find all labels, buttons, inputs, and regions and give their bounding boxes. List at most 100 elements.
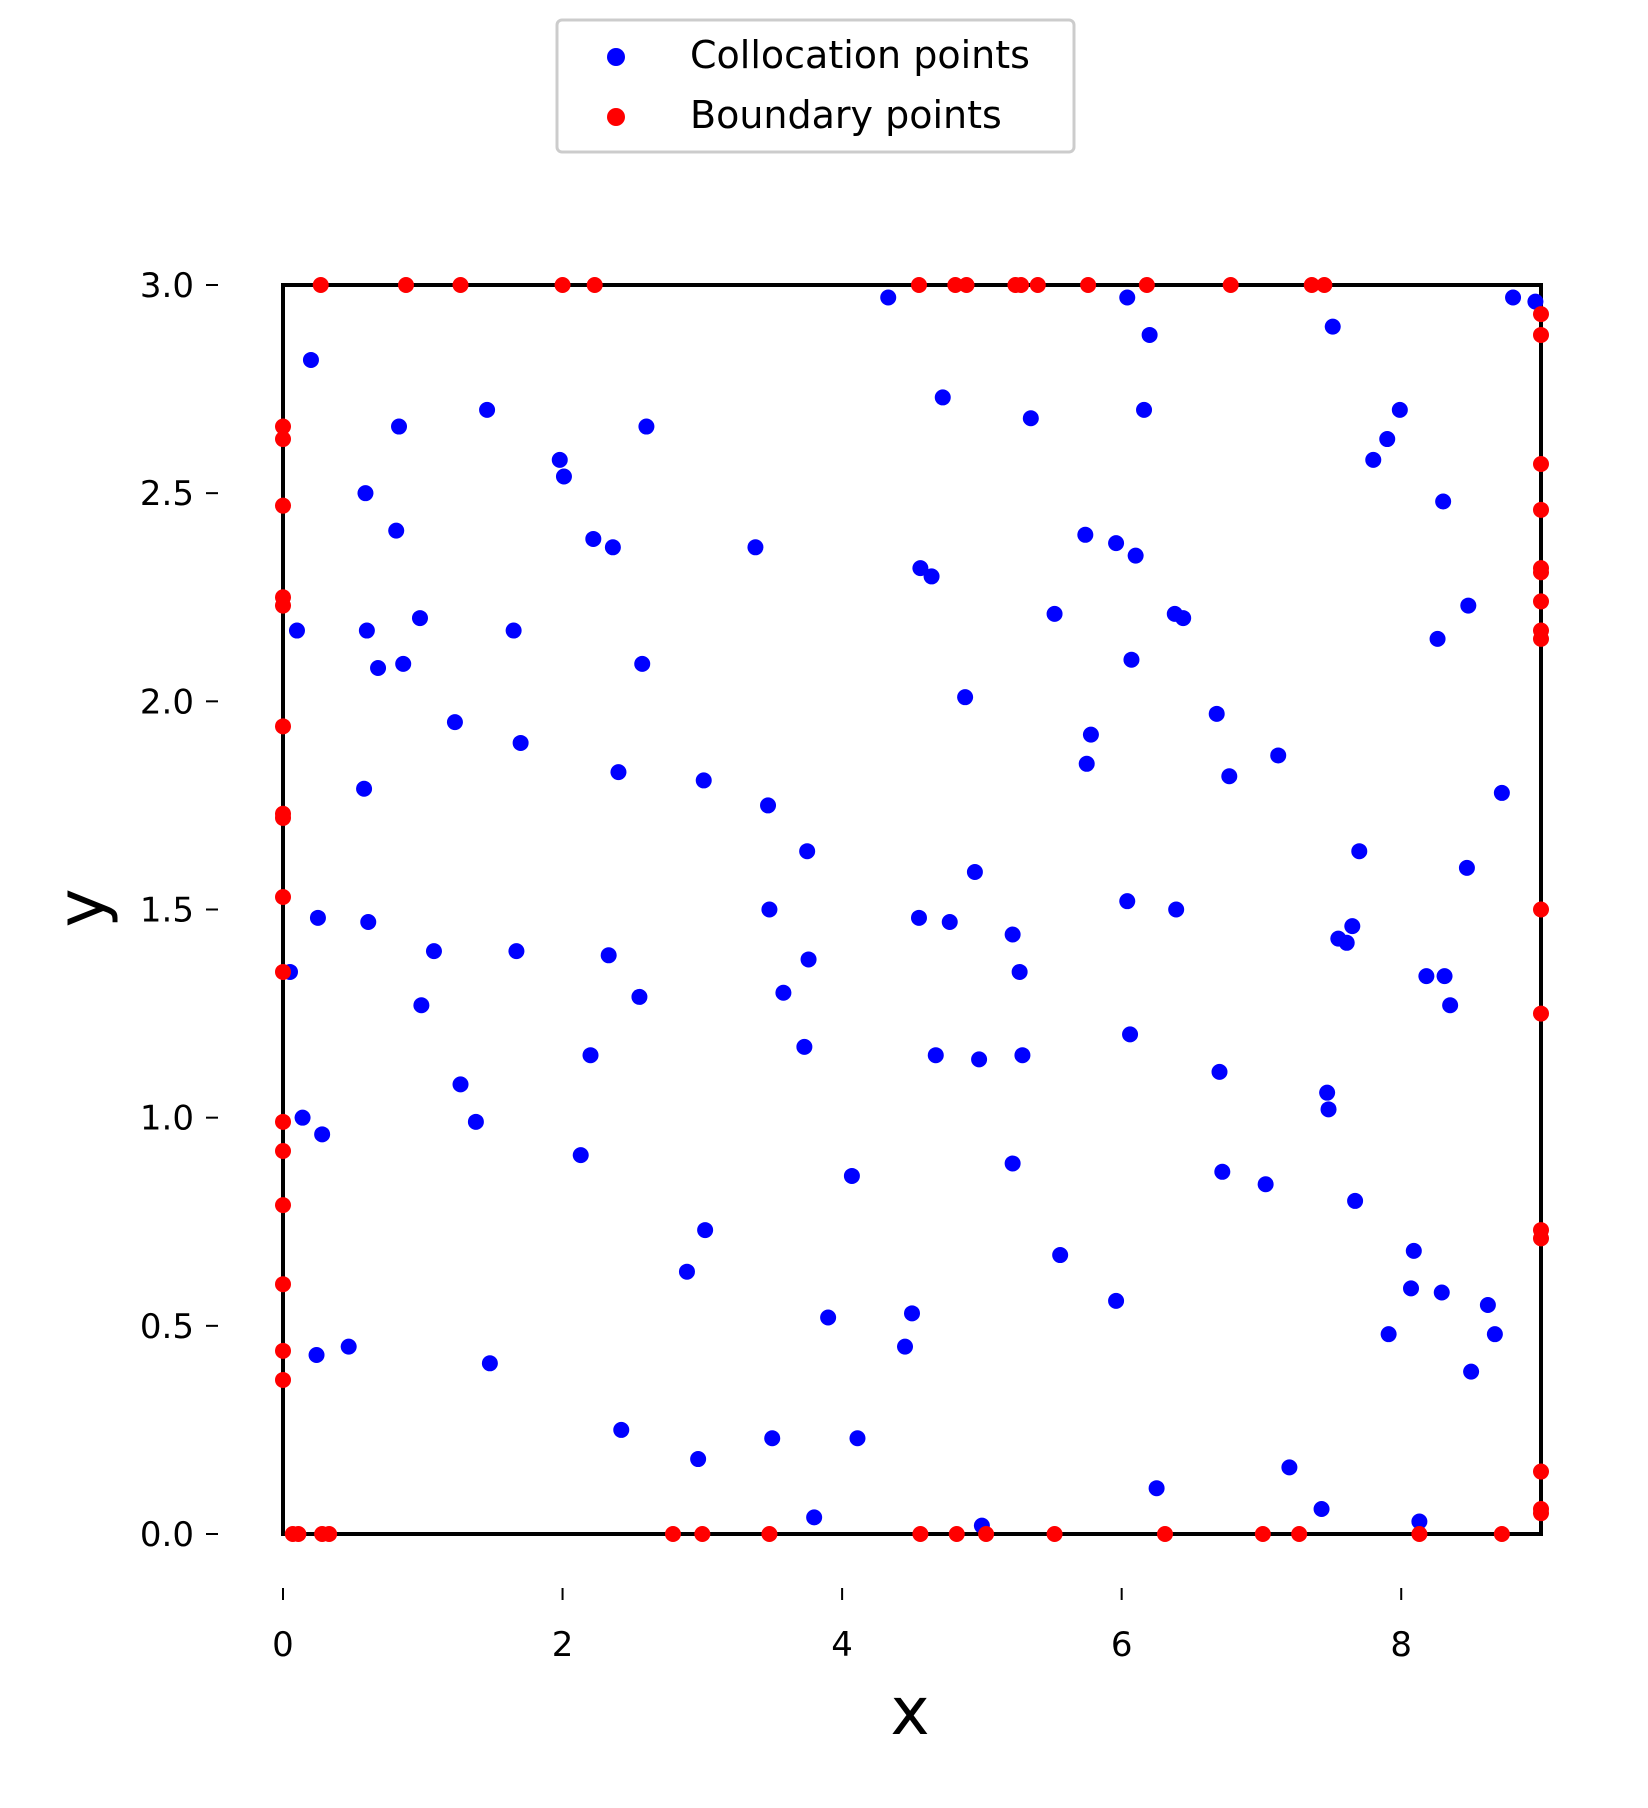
collocation-point [395, 655, 412, 672]
collocation-point [1338, 934, 1355, 951]
y-tick-label: 2.0 [140, 682, 194, 722]
boundary-point [1533, 501, 1549, 518]
boundary-point [275, 597, 291, 614]
boundary-point [1013, 277, 1030, 293]
collocation-point [1435, 493, 1452, 510]
collocation-point [800, 951, 817, 968]
collocation-point [413, 997, 430, 1014]
collocation-point [927, 1047, 944, 1064]
collocation-point [1078, 755, 1095, 772]
collocation-point [1486, 1326, 1503, 1343]
boundary-point [958, 277, 975, 293]
collocation-point [1460, 597, 1477, 614]
boundary-point [312, 277, 329, 293]
collocation-point [1347, 1192, 1364, 1209]
collocation-point [761, 901, 778, 918]
collocation-point [934, 389, 951, 406]
collocation-point [1119, 893, 1136, 910]
y-tick-label: 0.5 [140, 1307, 194, 1347]
boundary-point [978, 1526, 995, 1542]
collocation-point [358, 622, 375, 639]
legend-marker-collocation [607, 48, 625, 66]
y-tick-label: 2.5 [140, 474, 194, 514]
collocation-point [1175, 610, 1192, 627]
collocation-point [585, 530, 602, 547]
collocation-point [1527, 293, 1544, 310]
collocation-point [1214, 1163, 1231, 1180]
boundary-point [1411, 1526, 1428, 1542]
collocation-point [904, 1305, 920, 1322]
collocation-point [1493, 784, 1510, 801]
x-tick-label: 0 [272, 1625, 294, 1665]
collocation-point [1463, 1363, 1480, 1380]
x-tick-label: 4 [831, 1625, 853, 1665]
collocation-point [1014, 1047, 1031, 1064]
collocation-point [391, 418, 408, 435]
boundary-point [1533, 564, 1549, 581]
series-boundary-points [275, 277, 1549, 1542]
collocation-point [912, 560, 929, 577]
boundary-point [912, 1526, 929, 1542]
collocation-point [1108, 1292, 1125, 1309]
collocation-point [843, 1167, 860, 1184]
boundary-point [290, 1526, 307, 1542]
collocation-point [294, 1109, 311, 1126]
collocation-point [479, 401, 496, 418]
collocation-point [1211, 1063, 1228, 1080]
collocation-point [1433, 1284, 1450, 1301]
boundary-point [1533, 1505, 1549, 1522]
boundary-point [275, 1276, 291, 1293]
collocation-point [309, 909, 326, 926]
collocation-point [941, 913, 958, 930]
boundary-point [1533, 1463, 1549, 1480]
collocation-point [695, 772, 712, 789]
collocation-point [551, 451, 568, 468]
collocation-point [1403, 1280, 1420, 1297]
collocation-point [1004, 926, 1021, 943]
boundary-point [1316, 277, 1333, 293]
boundary-point [1533, 306, 1549, 323]
collocation-point [638, 418, 655, 435]
collocation-point [923, 568, 940, 585]
collocation-point [697, 1222, 714, 1239]
boundary-point [1029, 277, 1046, 293]
y-axis-label: y [43, 888, 120, 927]
collocation-point [1221, 768, 1238, 785]
collocation-point [1119, 289, 1136, 306]
collocation-point [806, 1509, 823, 1526]
collocation-point [1405, 1242, 1422, 1259]
collocation-point [796, 1038, 813, 1055]
collocation-point [1365, 451, 1382, 468]
boundary-point [1156, 1526, 1173, 1542]
x-tick-label: 8 [1390, 1625, 1412, 1665]
series-collocation-points [281, 289, 1544, 1534]
collocation-point [370, 660, 387, 677]
collocation-point [505, 622, 522, 639]
collocation-point [1418, 968, 1435, 985]
collocation-point [1168, 901, 1185, 918]
y-tick-label: 0.0 [140, 1515, 194, 1555]
collocation-point [356, 780, 373, 797]
boundary-point [275, 1342, 291, 1359]
collocation-point [604, 539, 621, 556]
boundary-point [1222, 277, 1239, 293]
collocation-point [1479, 1297, 1496, 1314]
collocation-point [288, 622, 305, 639]
legend-label-boundary: Boundary points [690, 93, 1002, 137]
collocation-point [481, 1355, 498, 1372]
collocation-point [760, 797, 777, 814]
collocation-point [512, 734, 529, 751]
collocation-point [1380, 1326, 1397, 1343]
boundary-point [321, 1526, 338, 1542]
collocation-point [957, 689, 974, 706]
collocation-point [966, 864, 983, 881]
collocation-point [425, 943, 442, 960]
collocation-point [314, 1126, 331, 1143]
boundary-point [1533, 901, 1549, 918]
collocation-point [613, 1421, 630, 1438]
collocation-point [1141, 326, 1158, 343]
collocation-point [1136, 401, 1153, 418]
boundary-point [1533, 326, 1549, 343]
collocation-point [446, 714, 463, 731]
collocation-point [555, 468, 572, 485]
